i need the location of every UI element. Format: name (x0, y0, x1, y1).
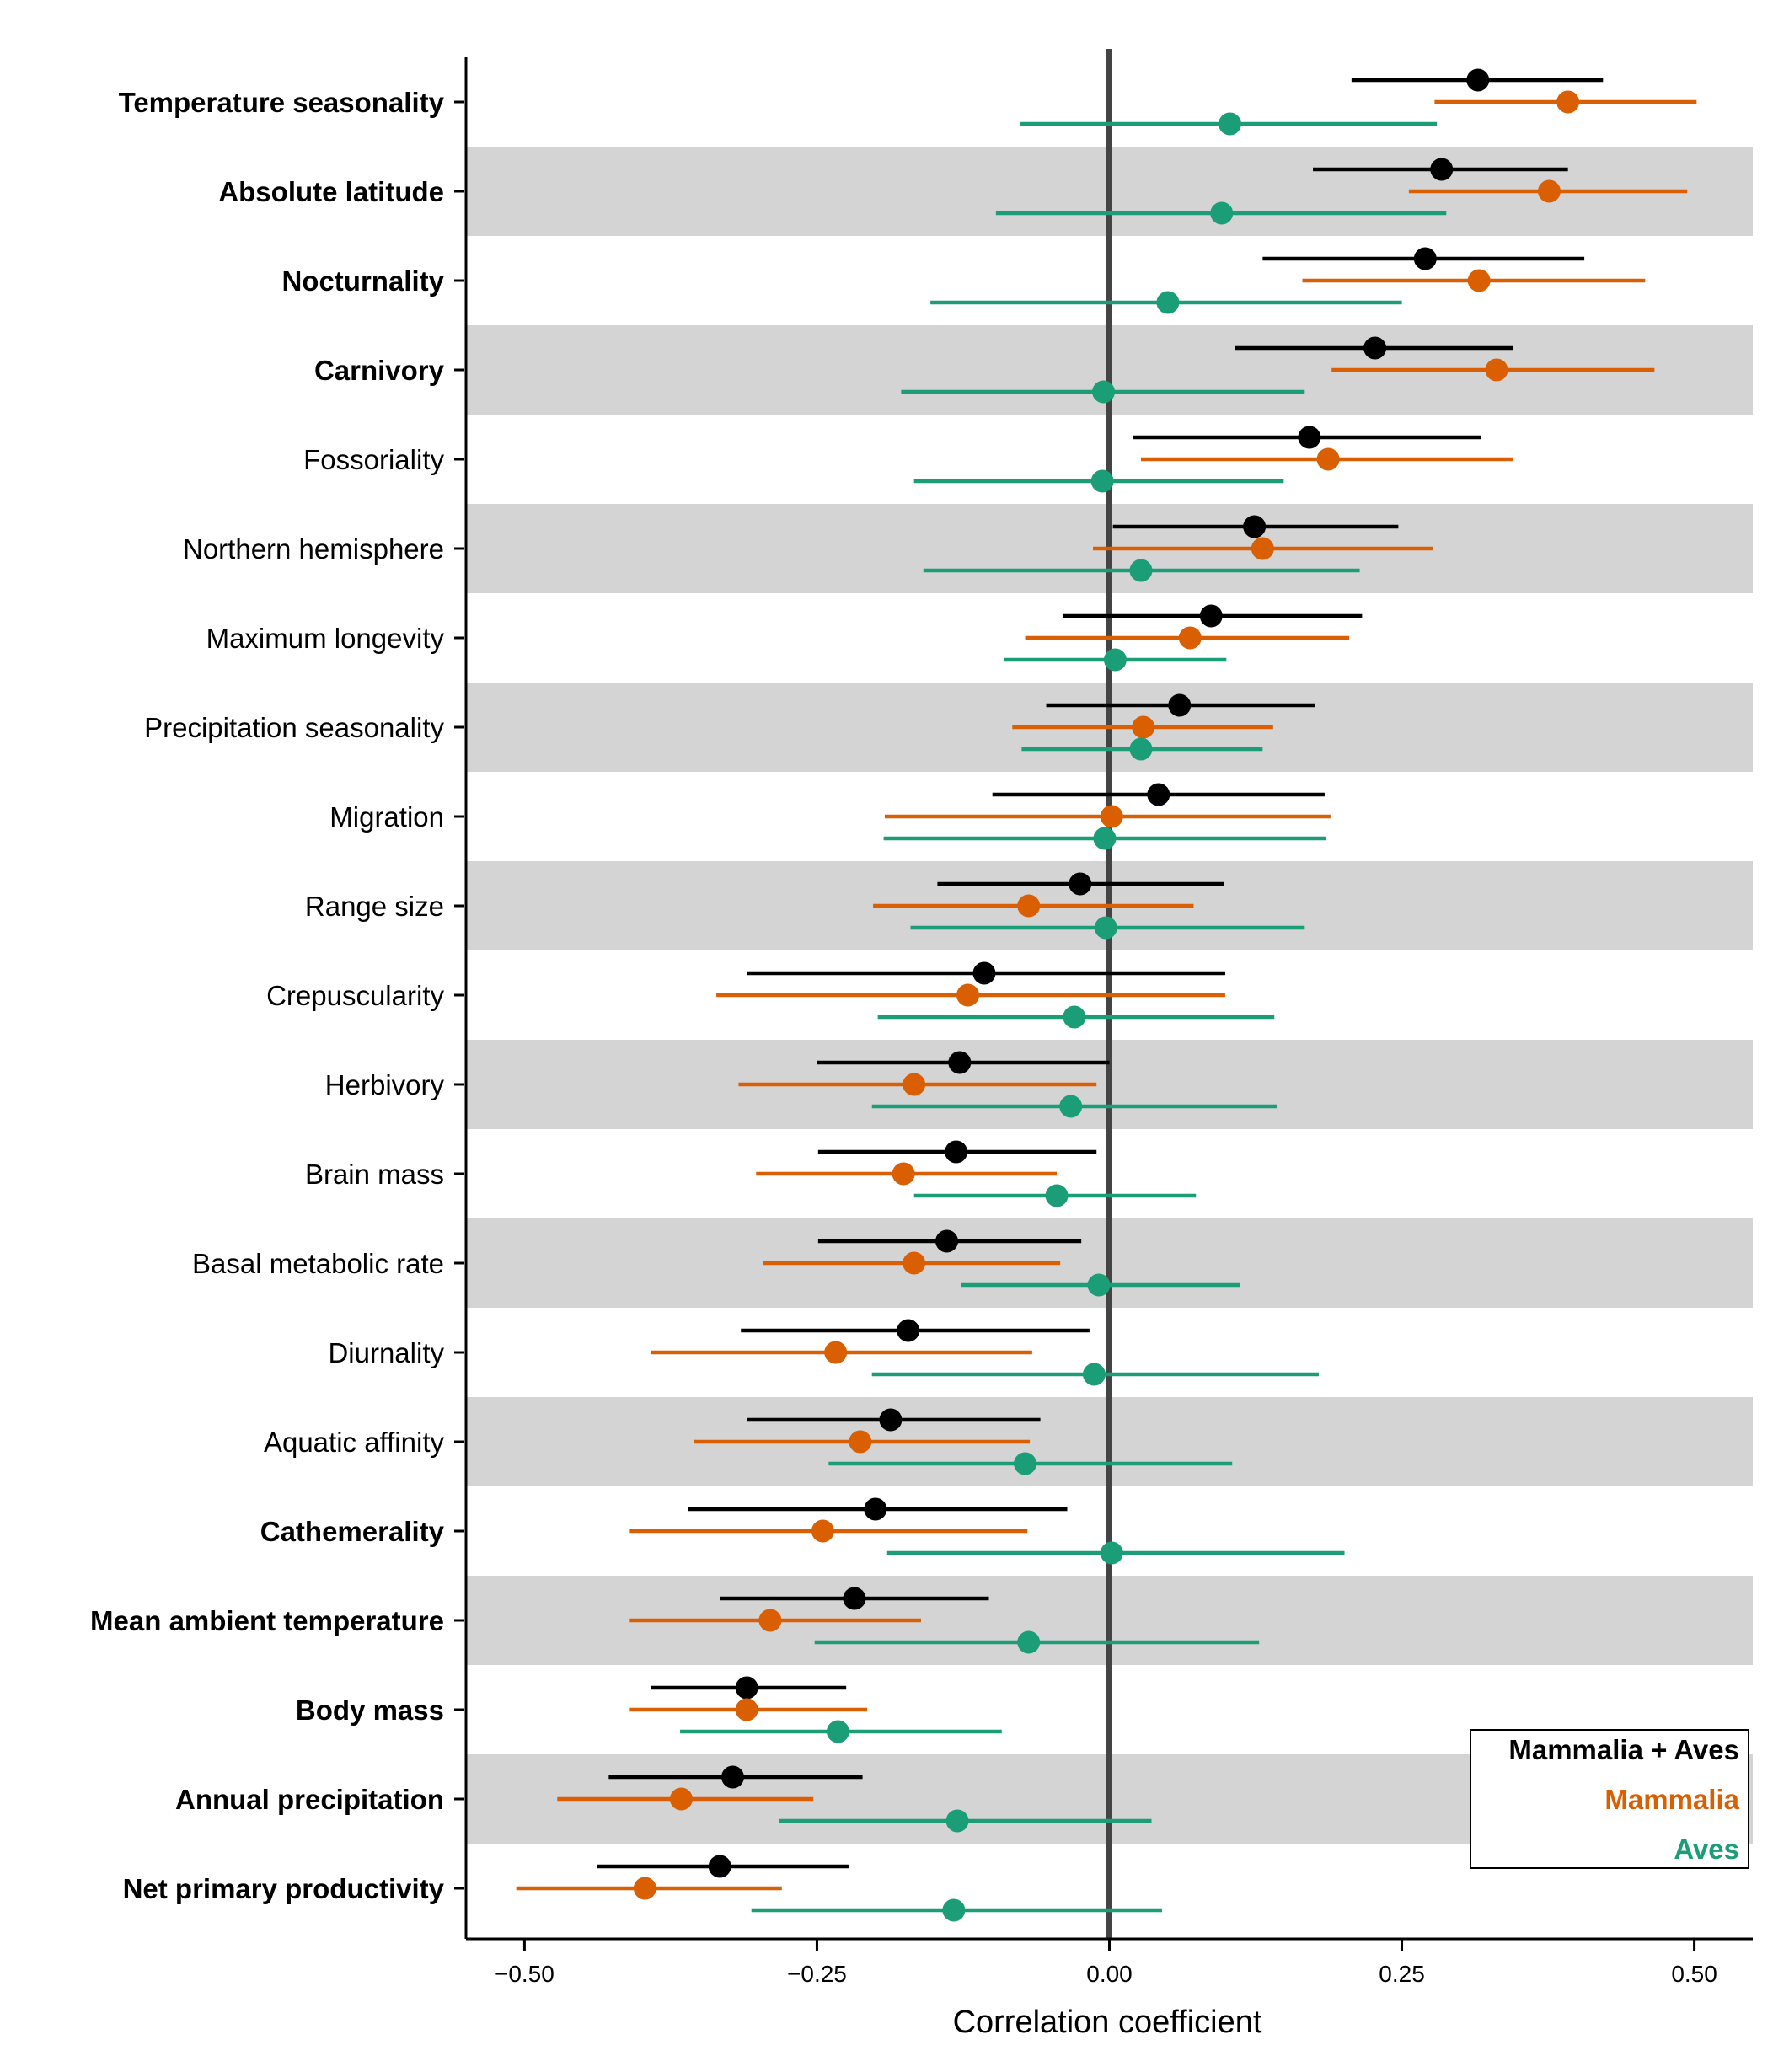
estimate-point (1090, 469, 1114, 493)
y-tick-label: Maximum longevity (206, 623, 445, 654)
estimate-point (948, 1051, 972, 1074)
estimate-point (735, 1676, 758, 1700)
x-tick-label: 0.00 (1086, 1961, 1133, 1987)
estimate-point (669, 1787, 693, 1811)
y-tick-label: Migration (329, 801, 444, 833)
estimate-point (1017, 894, 1041, 918)
legend-box (1470, 1729, 1749, 1869)
estimate-point (1063, 1005, 1086, 1029)
estimate-point (1556, 90, 1580, 114)
y-tick-label: Aquatic affinity (264, 1427, 445, 1458)
estimate-point (1014, 1452, 1037, 1475)
estimate-point (758, 1609, 782, 1632)
y-tick-label: Annual precipitation (175, 1784, 444, 1815)
estimate-point (1413, 247, 1437, 270)
estimate-point (1082, 1363, 1106, 1386)
y-tick-label: Net primary productivity (123, 1873, 445, 1904)
y-tick-label: Herbivory (325, 1069, 445, 1100)
estimate-point (945, 1140, 968, 1164)
estimate-point (1092, 380, 1116, 404)
estimate-point (956, 983, 980, 1007)
estimate-point (1243, 515, 1267, 538)
estimate-point (1129, 737, 1153, 761)
estimate-point (879, 1408, 903, 1432)
estimate-point (633, 1877, 656, 1900)
estimate-point (1168, 693, 1192, 717)
estimate-point (1210, 201, 1234, 225)
x-tick-label: 0.25 (1379, 1961, 1425, 1987)
y-tick-label: Carnivory (314, 355, 445, 386)
estimate-point (1178, 626, 1202, 650)
estimate-point (1129, 559, 1153, 582)
y-tick-label: Mean ambient temperature (90, 1605, 444, 1636)
estimate-point (1298, 426, 1321, 449)
y-tick-label: Northern hemisphere (183, 533, 444, 565)
y-tick-label: Precipitation seasonality (144, 712, 444, 743)
estimate-point (1467, 269, 1491, 292)
estimate-point (843, 1587, 866, 1610)
estimate-point (1103, 648, 1127, 672)
estimate-point (1100, 805, 1123, 828)
estimate-point (892, 1162, 915, 1186)
data-marks (516, 68, 1697, 1922)
y-axis: Temperature seasonality Absolute latitude… (90, 57, 468, 1939)
estimate-point (1093, 827, 1117, 850)
estimate-point (903, 1073, 926, 1096)
estimate-point (935, 1229, 959, 1253)
estimate-point (721, 1765, 745, 1789)
y-tick-label: Brain mass (305, 1159, 444, 1190)
estimate-point (1017, 1630, 1041, 1654)
estimate-point (1485, 358, 1508, 382)
estimate-point (1537, 179, 1561, 203)
legend-entry: Mammalia (1604, 1784, 1739, 1815)
estimate-point (942, 1898, 966, 1922)
legend-entry: Mammalia + Aves (1508, 1734, 1739, 1765)
estimate-point (826, 1720, 849, 1743)
y-tick-label: Basal metabolic rate (192, 1248, 444, 1279)
estimate-point (864, 1497, 887, 1521)
estimate-point (708, 1855, 731, 1878)
estimate-point (1059, 1095, 1083, 1118)
y-tick-label: Crepuscularity (266, 980, 444, 1011)
estimate-point (1218, 112, 1241, 136)
estimate-point (1132, 715, 1155, 739)
estimate-point (1316, 447, 1340, 471)
estimate-point (1087, 1273, 1111, 1297)
legend: Mammalia + Aves Mammalia Aves (1470, 1729, 1749, 1869)
estimate-point (735, 1698, 758, 1721)
x-tick-label: −0.50 (495, 1961, 554, 1987)
x-axis-title: Correlation coefficient (953, 2005, 1262, 2040)
estimate-point (1094, 916, 1117, 940)
estimate-point (903, 1251, 926, 1275)
y-tick-label: Cathemerality (260, 1516, 445, 1547)
estimate-point (945, 1809, 969, 1833)
estimate-point (811, 1519, 834, 1543)
estimate-point (1466, 68, 1490, 92)
y-tick-label: Body mass (296, 1695, 444, 1726)
estimate-point (1156, 291, 1180, 314)
estimate-point (1147, 783, 1170, 806)
y-tick-label: Nocturnality (281, 265, 444, 297)
estimate-point (1251, 537, 1274, 560)
estimate-point (897, 1319, 920, 1342)
estimate-point (972, 961, 996, 985)
x-tick-label: 0.50 (1671, 1961, 1717, 1987)
legend-entry: Aves (1674, 1834, 1739, 1865)
x-tick-label: −0.25 (787, 1961, 847, 1987)
y-tick-label: Diurnality (328, 1337, 444, 1368)
estimate-point (1430, 158, 1454, 181)
y-tick-label: Fossoriality (303, 444, 444, 475)
estimate-point (1363, 336, 1387, 360)
y-tick-label: Temperature seasonality (119, 87, 445, 118)
estimate-point (849, 1430, 872, 1454)
estimate-point (1045, 1184, 1069, 1207)
estimate-point (824, 1341, 848, 1364)
y-tick-label: Absolute latitude (218, 176, 444, 207)
estimate-point (1069, 872, 1092, 896)
x-axis: Correlation coefficient −0.50 −0.25 0.00 0.… (466, 1937, 1753, 2040)
estimate-point (1100, 1541, 1123, 1565)
estimate-point (1199, 604, 1223, 628)
y-tick-label: Range size (305, 891, 444, 922)
